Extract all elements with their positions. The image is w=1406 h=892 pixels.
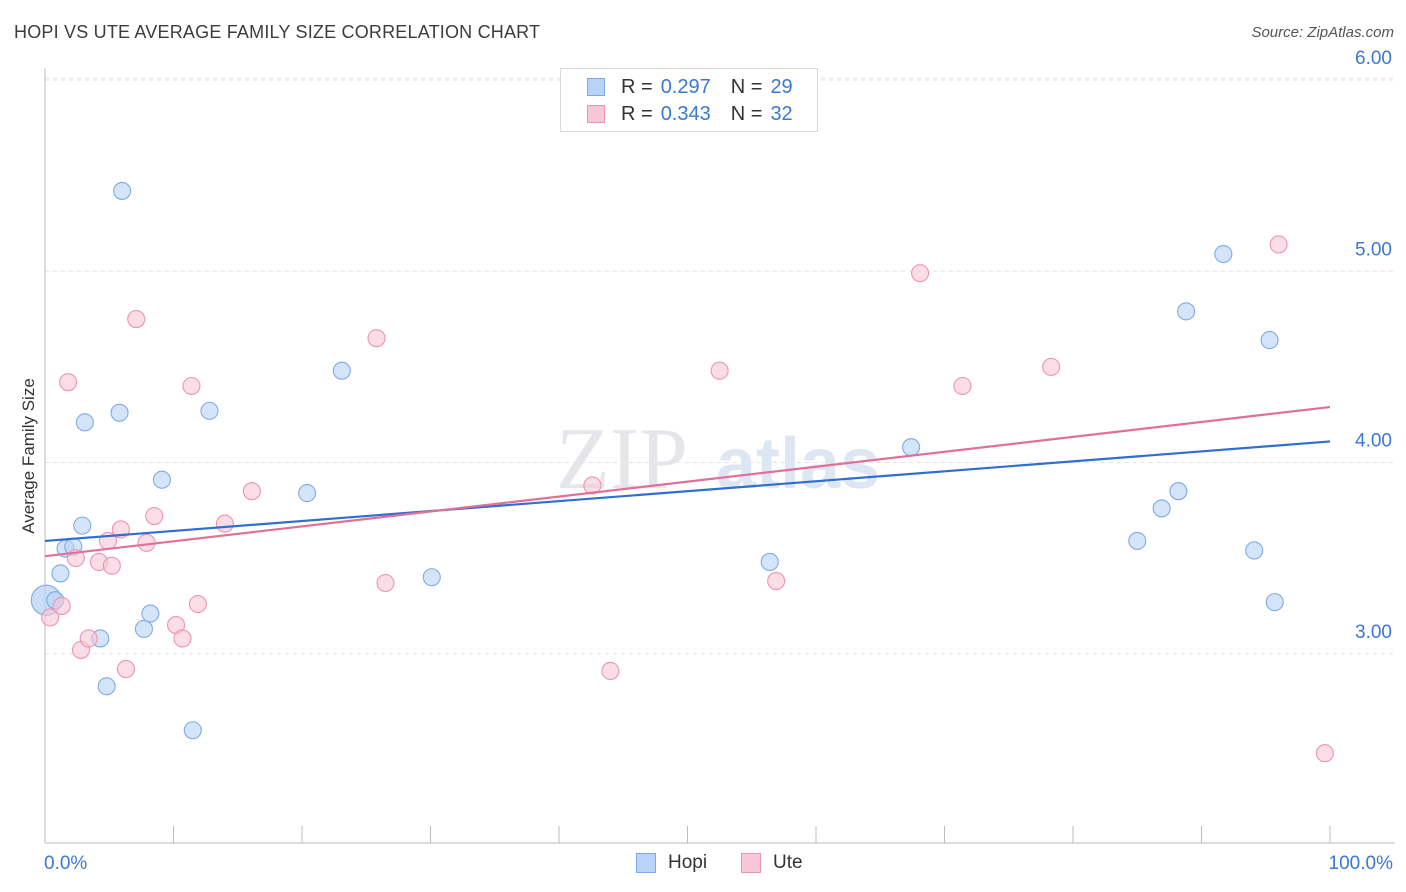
legend-n-label: N = — [730, 75, 763, 98]
data-point-ute — [52, 596, 71, 615]
data-point-ute — [102, 556, 121, 575]
data-point-hopi — [332, 361, 351, 380]
correlation-legend: R = 0.297 N = 29 R = 0.343 N = 32 — [560, 68, 818, 132]
data-point-ute — [767, 572, 786, 591]
data-point-hopi — [1128, 531, 1147, 550]
series-legend: Hopi Ute — [0, 852, 1406, 878]
legend-item-ute[interactable]: Ute — [741, 852, 803, 874]
y-tick-label: 5.00 — [1355, 239, 1392, 260]
data-point-ute — [1315, 744, 1334, 763]
data-point-hopi — [760, 552, 779, 572]
data-point-hopi — [134, 619, 153, 638]
data-point-hopi — [1245, 541, 1264, 560]
data-point-ute — [242, 482, 261, 501]
legend-item-hopi[interactable]: Hopi — [636, 852, 707, 874]
legend-r-value: 0.297 — [660, 75, 711, 98]
data-point-hopi — [75, 413, 94, 432]
data-point-ute — [145, 506, 164, 526]
legend-row-ute: R = 0.343 N = 32 — [587, 102, 793, 126]
legend-n-value: 32 — [770, 102, 793, 125]
x-tick-label: 100.0% — [1329, 853, 1394, 874]
data-point-hopi — [1152, 499, 1171, 518]
trend-layer — [44, 405, 1331, 558]
data-point-ute — [1042, 357, 1061, 376]
data-point-hopi — [110, 403, 129, 422]
legend-r-label: R = — [621, 102, 653, 125]
data-point-hopi — [298, 484, 317, 503]
data-point-ute — [127, 310, 146, 329]
legend-label-hopi: Hopi — [668, 852, 708, 873]
data-point-ute — [367, 329, 386, 348]
data-point-hopi — [73, 516, 92, 535]
data-point-ute — [376, 573, 395, 593]
data-point-hopi — [902, 438, 921, 457]
chart-title: HOPI VS UTE AVERAGE FAMILY SIZE CORRELAT… — [14, 22, 541, 42]
data-point-ute — [182, 376, 201, 396]
data-point-hopi — [152, 470, 171, 489]
data-point-ute — [173, 629, 192, 648]
data-point-hopi — [141, 604, 160, 623]
legend-n-label: N = — [730, 102, 763, 125]
data-point-hopi — [97, 677, 116, 696]
watermark-layer: ZIP atlas — [556, 411, 880, 508]
data-point-hopi — [51, 564, 70, 583]
data-point-hopi — [200, 401, 219, 420]
trend-line-ute — [44, 405, 1331, 558]
data-point-hopi — [1214, 244, 1233, 264]
data-point-hopi — [1260, 331, 1279, 350]
data-point-ute — [41, 608, 60, 627]
data-point-ute — [710, 361, 729, 380]
legend-row-hopi: R = 0.297 N = 29 — [587, 75, 793, 99]
axis-layer — [44, 68, 1395, 844]
legend-swatch-hopi — [587, 78, 605, 96]
data-point-ute — [79, 629, 98, 648]
data-point-hopi — [183, 721, 202, 740]
x-tick-label: 0.0% — [44, 853, 87, 874]
y-tick-label: 6.00 — [1355, 48, 1392, 69]
data-point-hopi — [1177, 302, 1196, 321]
data-point-ute — [188, 594, 207, 614]
data-point-ute — [911, 264, 930, 283]
y-axis-label: Average Family Size — [19, 378, 38, 534]
y-tick-label: 4.00 — [1355, 431, 1392, 452]
chart-source: Source: ZipAtlas.com — [1251, 24, 1394, 41]
legend-n-value: 29 — [770, 75, 793, 98]
data-point-ute — [583, 476, 602, 495]
data-point-hopi — [113, 181, 132, 200]
labels-layer: 3.00 4.00 5.00 6.00 0.0% 100.0% Average Family… — [19, 48, 1393, 874]
data-point-hopi — [422, 568, 441, 587]
legend-r-value: 0.343 — [660, 102, 711, 125]
data-point-ute — [59, 373, 78, 392]
data-point-hopi — [1265, 593, 1284, 612]
watermark-atlas: atlas — [716, 424, 880, 504]
data-point-hopi — [1169, 482, 1188, 501]
legend-swatch-ute — [741, 853, 761, 873]
trend-line-hopi — [44, 440, 1331, 543]
data-point-ute — [1269, 235, 1288, 254]
data-point-ute — [116, 659, 136, 679]
data-point-ute — [953, 376, 972, 396]
legend-swatch-hopi — [636, 853, 656, 873]
data-point-ute — [601, 661, 620, 681]
legend-swatch-ute — [587, 105, 605, 123]
y-tick-label: 3.00 — [1355, 622, 1392, 643]
legend-r-label: R = — [621, 75, 653, 98]
data-point-ute — [215, 514, 234, 533]
legend-label-ute: Ute — [773, 852, 803, 873]
